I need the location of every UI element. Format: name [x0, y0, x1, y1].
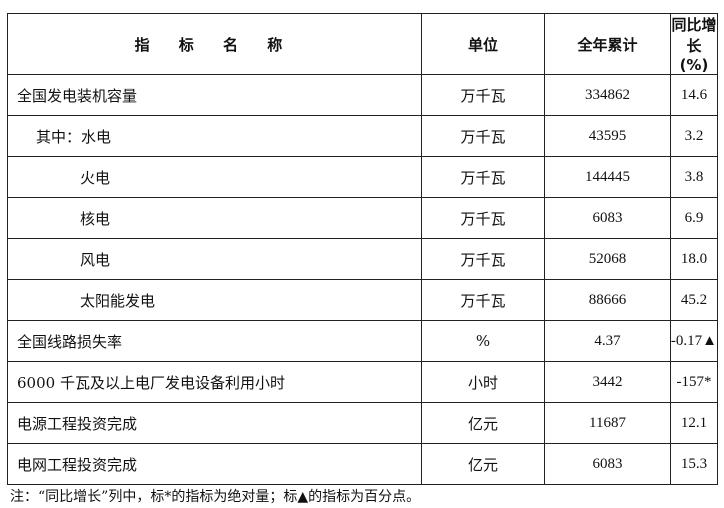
indicator-name: 电网工程投资完成: [7, 443, 422, 485]
statistics-table: 指 标 名 称 单位 全年累计 同比增长 (%) 全国发电装机容量 万千瓦 3348…: [7, 13, 719, 485]
total-cell: 334862: [544, 74, 671, 116]
total-cell: 11687: [544, 402, 671, 444]
total-cell: 43595: [544, 115, 671, 157]
table-row: 太阳能发电 万千瓦 88666 45.2: [7, 279, 719, 321]
total-cell: 4.37: [544, 320, 671, 362]
growth-cell: 3.8: [669, 156, 719, 198]
total-cell: 6083: [544, 197, 671, 239]
table-row: 火电 万千瓦 144445 3.8: [7, 156, 719, 198]
total-cell: 6083: [544, 443, 671, 485]
unit-cell: 小时: [420, 361, 546, 403]
unit-cell: 万千瓦: [420, 238, 546, 280]
growth-cell: 45.2: [669, 279, 719, 321]
unit-cell: %: [420, 320, 546, 362]
header-growth-label: 同比增长: [671, 16, 717, 55]
table-row: 其中：水电 万千瓦 43595 3.2: [7, 115, 719, 157]
header-total: 全年累计: [544, 13, 671, 75]
total-cell: 3442: [544, 361, 671, 403]
footnote: 注：“同比增长”列中，标*的指标为绝对量；标▲的指标为百分点。: [10, 489, 421, 505]
unit-cell: 万千瓦: [420, 279, 546, 321]
growth-cell: 18.0: [669, 238, 719, 280]
indicator-name: 全国发电装机容量: [7, 74, 422, 116]
table-row: 全国线路损失率% 4.37 -0.17▲: [7, 320, 719, 362]
unit-cell: 亿元: [420, 402, 546, 444]
growth-cell: 12.1: [669, 402, 719, 444]
table-row: 核电 万千瓦 6083 6.9: [7, 197, 719, 239]
header-growth-unit: (%): [679, 56, 709, 74]
total-cell: 52068: [544, 238, 671, 280]
indicator-name: 全国线路损失率: [7, 320, 422, 362]
indicator-name: 6000 千瓦及以上电厂发电设备利用小时: [7, 361, 422, 403]
growth-cell: -0.17▲: [669, 320, 719, 362]
indicator-name: 其中：水电: [7, 115, 422, 157]
table-row: 全国发电装机容量 万千瓦 334862 14.6: [7, 74, 719, 116]
table-row: 电源工程投资完成 亿元 11687 12.1: [7, 402, 719, 444]
unit-cell: 万千瓦: [420, 197, 546, 239]
header-name: 指 标 名 称: [7, 13, 422, 75]
total-cell: 88666: [544, 279, 671, 321]
indicator-name: 电源工程投资完成: [7, 402, 422, 444]
indicator-name: 太阳能发电: [7, 279, 422, 321]
header-growth: 同比增长 (%): [669, 13, 719, 75]
growth-cell: 15.3: [669, 443, 719, 485]
indicator-name: 风电: [7, 238, 422, 280]
growth-cell: -157*: [669, 361, 719, 403]
unit-cell: 万千瓦: [420, 156, 546, 198]
table-row: 电网工程投资完成 亿元 6083 15.3: [7, 443, 719, 485]
table-row: 风电 万千瓦 52068 18.0: [7, 238, 719, 280]
unit-cell: 万千瓦: [420, 115, 546, 157]
indicator-name: 火电: [7, 156, 422, 198]
unit-cell: 亿元: [420, 443, 546, 485]
table-row: 6000 千瓦及以上电厂发电设备利用小时 小时 3442 -157*: [7, 361, 719, 403]
growth-cell: 14.6: [669, 74, 719, 116]
unit-cell: 万千瓦: [420, 74, 546, 116]
header-unit: 单位: [420, 13, 546, 75]
growth-cell: 6.9: [669, 197, 719, 239]
indicator-name: 核电: [7, 197, 422, 239]
growth-cell: 3.2: [669, 115, 719, 157]
header-row: 指 标 名 称 单位 全年累计 同比增长 (%): [7, 13, 719, 75]
total-cell: 144445: [544, 156, 671, 198]
